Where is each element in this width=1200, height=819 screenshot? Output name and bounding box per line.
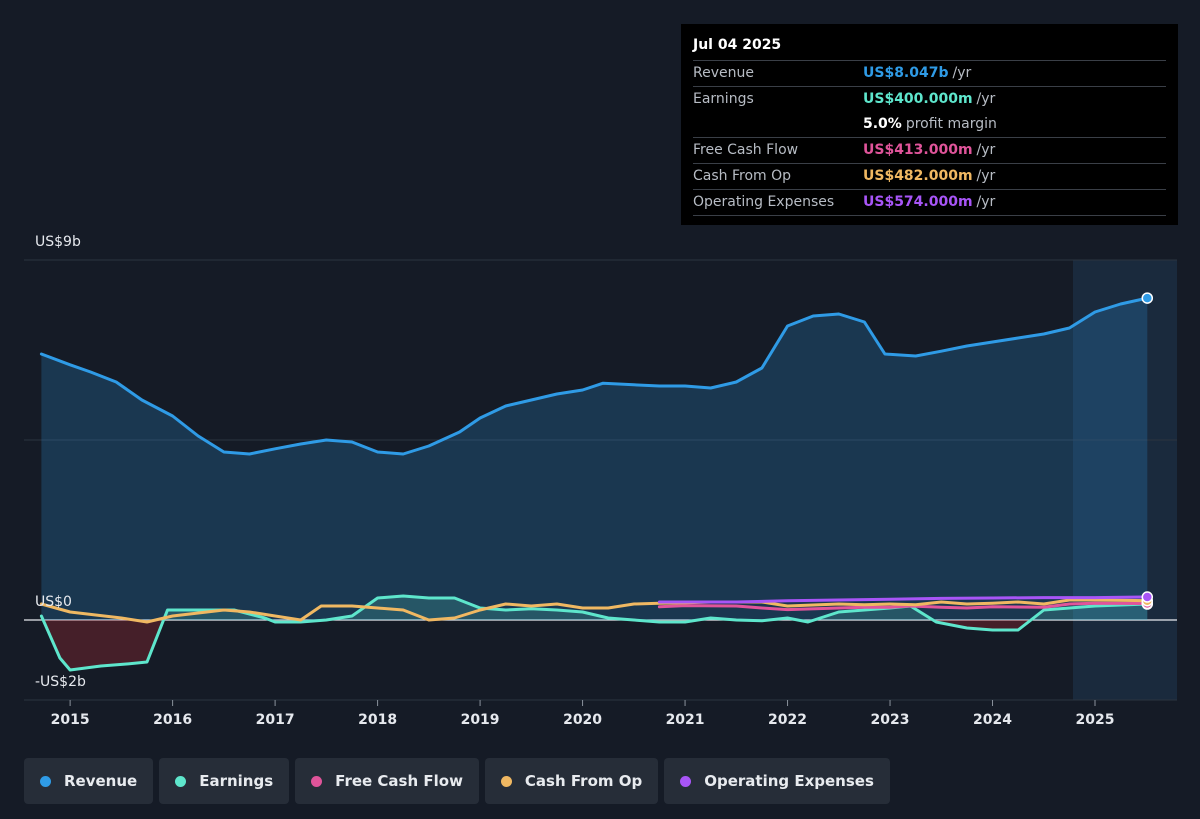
legend-dot-icon xyxy=(175,775,187,787)
legend-item-cash-from-op[interactable]: Cash From Op xyxy=(484,758,659,804)
x-tick-label: 2022 xyxy=(768,712,807,728)
tooltip-date: Jul 04 2025 xyxy=(693,37,782,53)
tooltip-row: Cash From Op US$482.000m/yr xyxy=(693,163,1166,189)
tooltip-row-label: Cash From Op xyxy=(693,168,792,184)
tooltip-row-label: Free Cash Flow xyxy=(693,142,799,158)
line-revenue xyxy=(39,296,1149,456)
x-tick-label: 2025 xyxy=(1076,712,1115,728)
legend-item-revenue[interactable]: Revenue xyxy=(24,758,154,804)
x-tick-label: 2018 xyxy=(358,712,397,728)
tooltip-row: Operating Expenses US$574.000m/yr xyxy=(693,189,1166,216)
x-tick-label: 2016 xyxy=(153,712,192,728)
area-revenue xyxy=(41,298,1148,620)
tooltip-row-value: US$413.000m xyxy=(863,142,973,158)
tooltip-row-label: Earnings xyxy=(693,91,754,107)
x-tick-label: 2017 xyxy=(256,712,295,728)
x-tick-label: 2020 xyxy=(563,712,602,728)
tooltip-row: 5.0% profit margin xyxy=(693,112,1166,137)
endpoint-revenue xyxy=(1141,292,1154,304)
x-tick-label: 2024 xyxy=(973,712,1012,728)
line-earnings xyxy=(39,594,1149,672)
tooltip-row-value: US$574.000m xyxy=(863,194,973,210)
tooltip-row: Revenue US$8.047b/yr xyxy=(693,60,1166,86)
series-areas xyxy=(41,298,1148,670)
x-tick-label: 2023 xyxy=(871,712,910,728)
legend-item-free-cash-flow[interactable]: Free Cash Flow xyxy=(295,758,479,804)
tooltip-row-label: Revenue xyxy=(693,65,754,81)
line-cash-from-op xyxy=(39,598,1149,624)
y-label-zero: US$0 xyxy=(35,594,72,610)
tooltip-row-unit: /yr xyxy=(952,65,972,81)
chart: 2015 2016 2017 2018 2019 2020 2021 2022 2023 2024… xyxy=(24,259,1177,728)
y-label-bottom: -US$2b xyxy=(35,674,86,690)
line-free-cash-flow xyxy=(657,601,1149,612)
line-operating-expenses xyxy=(657,595,1149,604)
tooltip: Jul 04 2025 Revenue US$8.047b/yr Earnings U… xyxy=(681,24,1178,225)
legend-label: Earnings xyxy=(199,772,274,790)
legend-dot-icon xyxy=(311,775,323,787)
legend-item-operating-expenses[interactable]: Operating Expenses xyxy=(664,758,890,804)
tooltip-row-value: US$400.000m xyxy=(863,91,973,107)
tooltip-row-value: US$482.000m xyxy=(863,168,973,184)
grid-lines xyxy=(24,259,1177,701)
x-tick-label: 2021 xyxy=(666,712,705,728)
tooltip-row-label xyxy=(693,112,863,137)
area-earnings-negative xyxy=(41,620,1148,670)
x-tick-label: 2019 xyxy=(461,712,500,728)
x-tick-label: 2015 xyxy=(51,712,90,728)
tooltip-row-unit: /yr xyxy=(976,91,996,107)
legend-label: Free Cash Flow xyxy=(335,772,463,790)
tooltip-row: Earnings US$400.000m/yr xyxy=(693,86,1166,112)
y-label-top: US$9b xyxy=(35,234,81,250)
legend-dot-icon xyxy=(500,775,512,787)
tooltip-row-unit: profit margin xyxy=(905,116,997,132)
area-earnings-positive xyxy=(41,596,1148,620)
series-endpoints xyxy=(1141,292,1154,610)
endpoint-operating-expenses xyxy=(1141,591,1154,603)
legend-label: Cash From Op xyxy=(524,772,643,790)
forecast-shade xyxy=(1073,260,1177,700)
legend-label: Operating Expenses xyxy=(704,772,874,790)
tooltip-row-unit: /yr xyxy=(976,142,996,158)
tooltip-row-unit: /yr xyxy=(976,194,996,210)
x-axis-ticks: 2015 2016 2017 2018 2019 2020 2021 2022 2023 2024… xyxy=(51,700,1115,728)
legend: Revenue Earnings Free Cash Flow Cash From O… xyxy=(24,758,896,804)
tooltip-row-unit: /yr xyxy=(976,168,996,184)
legend-dot-icon xyxy=(40,775,51,787)
series-lines xyxy=(39,296,1149,672)
tooltip-row-value: US$8.047b xyxy=(863,65,949,81)
tooltip-row-value: 5.0% xyxy=(863,116,902,132)
tooltip-row-label: Operating Expenses xyxy=(693,194,835,210)
legend-label: Revenue xyxy=(64,772,138,790)
tooltip-row: Free Cash Flow US$413.000m/yr xyxy=(693,137,1166,163)
legend-item-earnings[interactable]: Earnings xyxy=(159,758,290,804)
legend-dot-icon xyxy=(680,775,692,787)
